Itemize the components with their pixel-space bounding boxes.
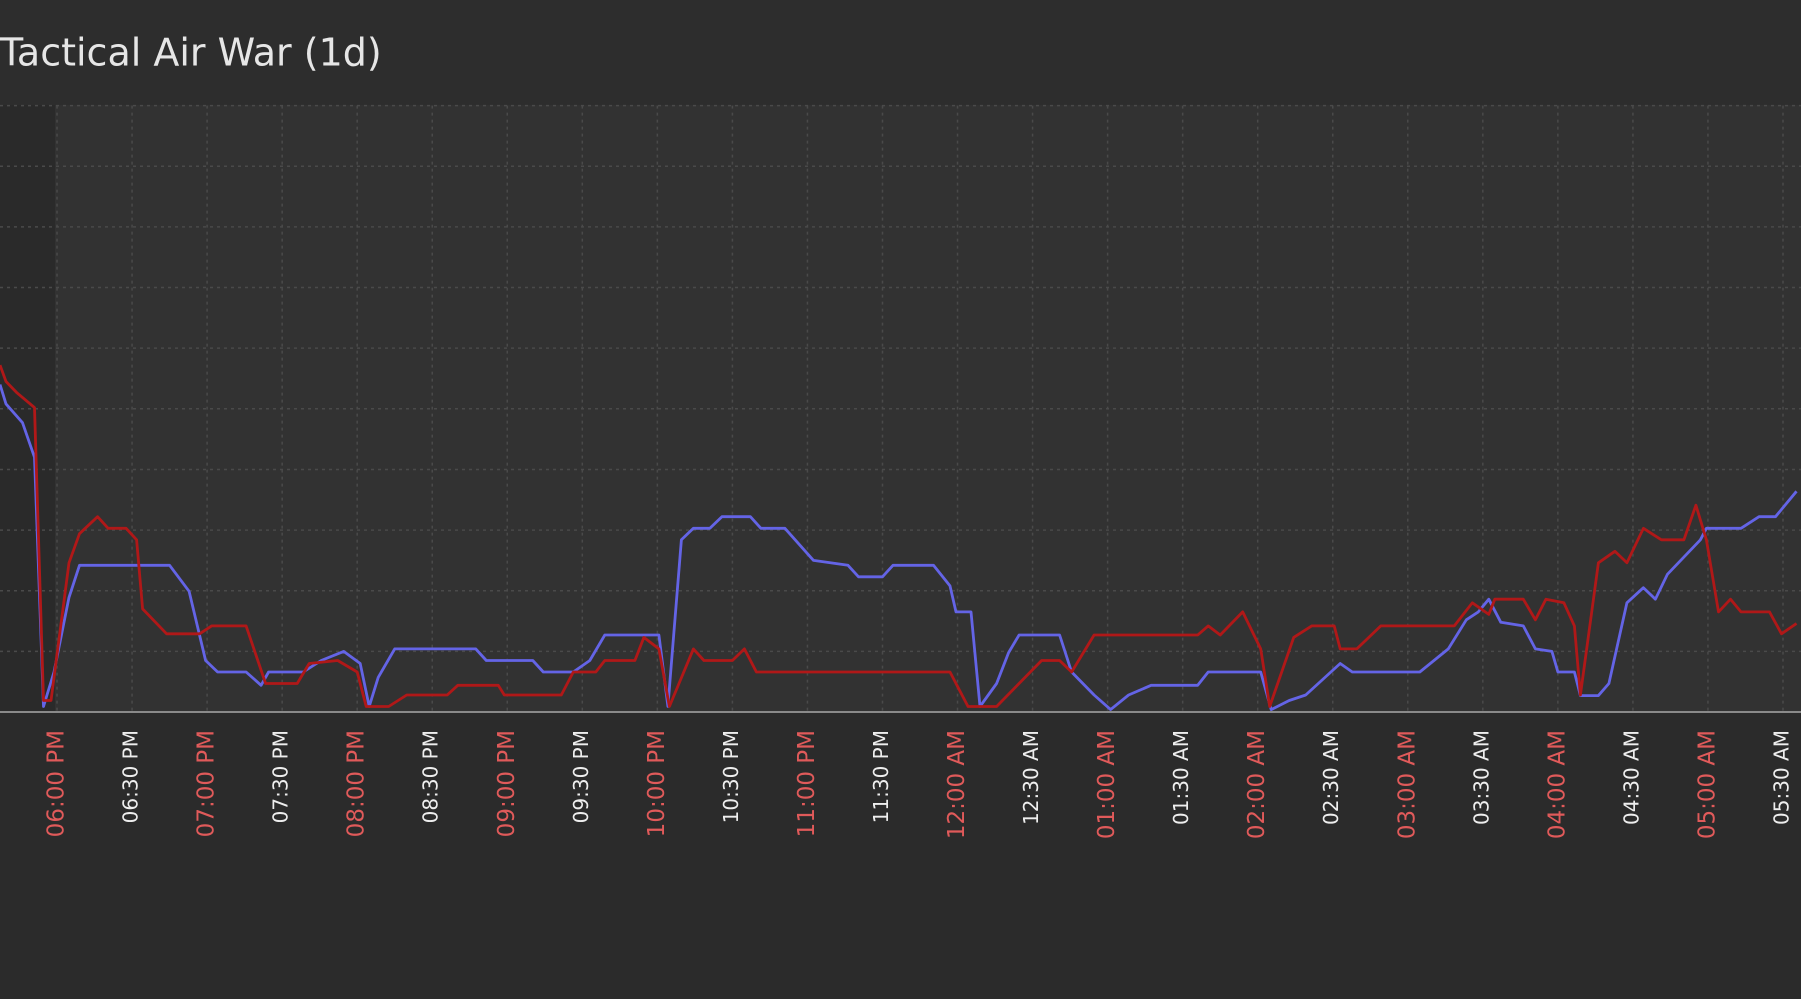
chart-title: Tactical Air War (1d) (0, 31, 382, 75)
x-tick-label: 04:00 AM (1544, 730, 1570, 839)
x-tick-label: 06:30 PM (119, 730, 143, 823)
x-labels: 06:00 PM 06:30 PM 07:00 PM 07:30 PM 08:00 PM… (44, 730, 1794, 839)
x-tick-label: 11:00 PM (794, 730, 820, 837)
x-tick-label: 11:30 PM (869, 730, 893, 823)
x-tick-label: 12:30 AM (1019, 730, 1043, 825)
x-tick-label: 09:00 PM (494, 730, 520, 837)
x-tick-label: 07:30 PM (269, 730, 293, 823)
x-tick-label: 05:30 AM (1769, 730, 1793, 825)
x-tick-label: 03:30 AM (1469, 730, 1493, 825)
header-bar (0, 0, 1801, 105)
x-tick-label: 10:00 PM (644, 730, 670, 837)
x-tick-label: 01:00 AM (1094, 730, 1120, 839)
x-tick-label: 06:00 PM (44, 730, 70, 837)
x-tick-label: 09:30 PM (569, 730, 593, 823)
x-tick-label: 12:00 AM (944, 730, 970, 839)
x-tick-label: 01:30 AM (1169, 730, 1193, 825)
x-tick-label: 10:30 PM (719, 730, 743, 823)
grid (0, 104, 1801, 713)
x-tick-label: 07:00 PM (194, 730, 220, 837)
plot-area (0, 105, 1801, 712)
x-tick-label: 02:30 AM (1319, 730, 1343, 825)
x-tick-label: 04:30 AM (1619, 730, 1643, 825)
x-tick-label: 08:30 PM (419, 730, 443, 823)
series-line (0, 364, 1798, 708)
x-tick-label: 02:00 AM (1244, 730, 1270, 839)
x-tick-label: 08:00 PM (344, 730, 370, 837)
x-tick-label: 03:00 AM (1394, 730, 1420, 839)
x-tick-label: 05:00 AM (1694, 730, 1720, 839)
series-line (0, 384, 1798, 711)
lines (0, 364, 1798, 711)
